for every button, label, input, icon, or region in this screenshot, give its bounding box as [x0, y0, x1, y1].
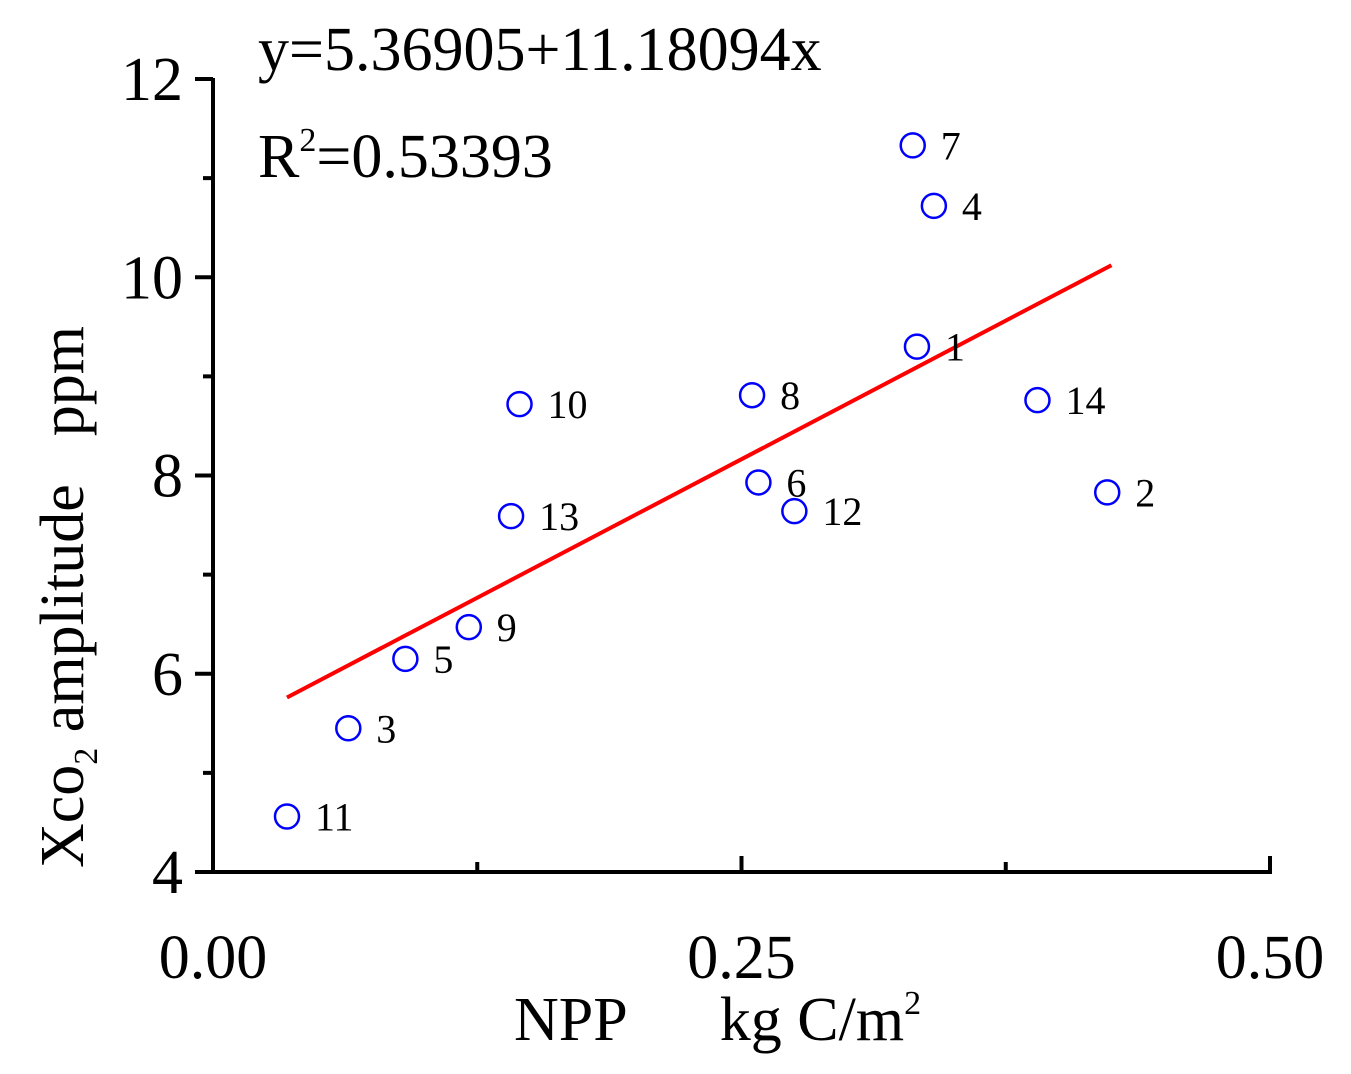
data-point-12 [781, 497, 808, 525]
r-squared-symbol: R [258, 123, 300, 191]
data-point-label-4: 4 [962, 184, 982, 229]
data-point-label-12: 12 [822, 489, 862, 534]
y-tick-label: 4 [152, 839, 183, 907]
regression-line [286, 263, 1113, 700]
data-point-14 [1024, 386, 1051, 414]
data-point-5 [392, 645, 419, 673]
data-point-4 [920, 192, 948, 220]
data-point-label-8: 8 [780, 373, 800, 418]
data-point-label-13: 13 [539, 494, 579, 539]
axes [211, 78, 1272, 874]
y-axis-title-prefix: Xco [29, 765, 97, 868]
data-point-label-14: 14 [1065, 378, 1105, 423]
r-squared-annotation: R2=0.53393 [258, 122, 553, 191]
data-point-label-6: 6 [786, 460, 806, 505]
x-axis-title: NPP kg C/m2 [514, 985, 921, 1054]
y-tick-label: 6 [152, 641, 183, 709]
data-point-label-9: 9 [497, 605, 517, 650]
data-point-label-5: 5 [433, 637, 453, 682]
data-point-1 [903, 333, 931, 360]
data-point-10 [506, 390, 533, 418]
y-tick-label: 8 [152, 443, 183, 511]
data-point-label-7: 7 [941, 123, 961, 168]
data-point-11 [273, 803, 301, 830]
data-point-9 [455, 613, 483, 641]
y-tick-label: 12 [121, 46, 183, 114]
y-axis-title-subscript: 2 [68, 748, 105, 765]
x-tick-label: 0.50 [1216, 924, 1325, 992]
data-point-7 [899, 132, 926, 159]
x-axis-title-unit: kg C/m [720, 986, 904, 1054]
data-point-3 [335, 715, 362, 742]
data-point-label-11: 11 [315, 794, 354, 839]
axis-ticks [195, 77, 1272, 874]
data-point-label-1: 1 [945, 325, 965, 370]
data-point-13 [497, 502, 525, 530]
x-tick-label: 0.00 [159, 924, 268, 992]
y-tick-label: 10 [121, 244, 183, 312]
y-axis-title-middle: amplitude [29, 484, 97, 747]
data-point-label-3: 3 [376, 706, 396, 751]
r-squared-value: =0.53393 [316, 123, 552, 191]
regression-equation: y=5.36905+11.18094x [258, 16, 822, 84]
data-point-2 [1093, 479, 1121, 506]
data-point-6 [745, 469, 772, 496]
y-axis-title-unit: ppm [29, 326, 97, 436]
x-axis-title-unit-superscript: 2 [904, 985, 921, 1022]
y-axis-title: Xco2 amplitude ppm [29, 326, 105, 868]
x-axis-title-main: NPP [514, 986, 628, 1054]
data-point-label-2: 2 [1135, 470, 1155, 515]
data-point-8 [738, 381, 766, 409]
data-point-label-10: 10 [548, 382, 588, 427]
x-tick-label: 0.25 [687, 924, 796, 992]
r-squared-superscript: 2 [299, 122, 316, 159]
